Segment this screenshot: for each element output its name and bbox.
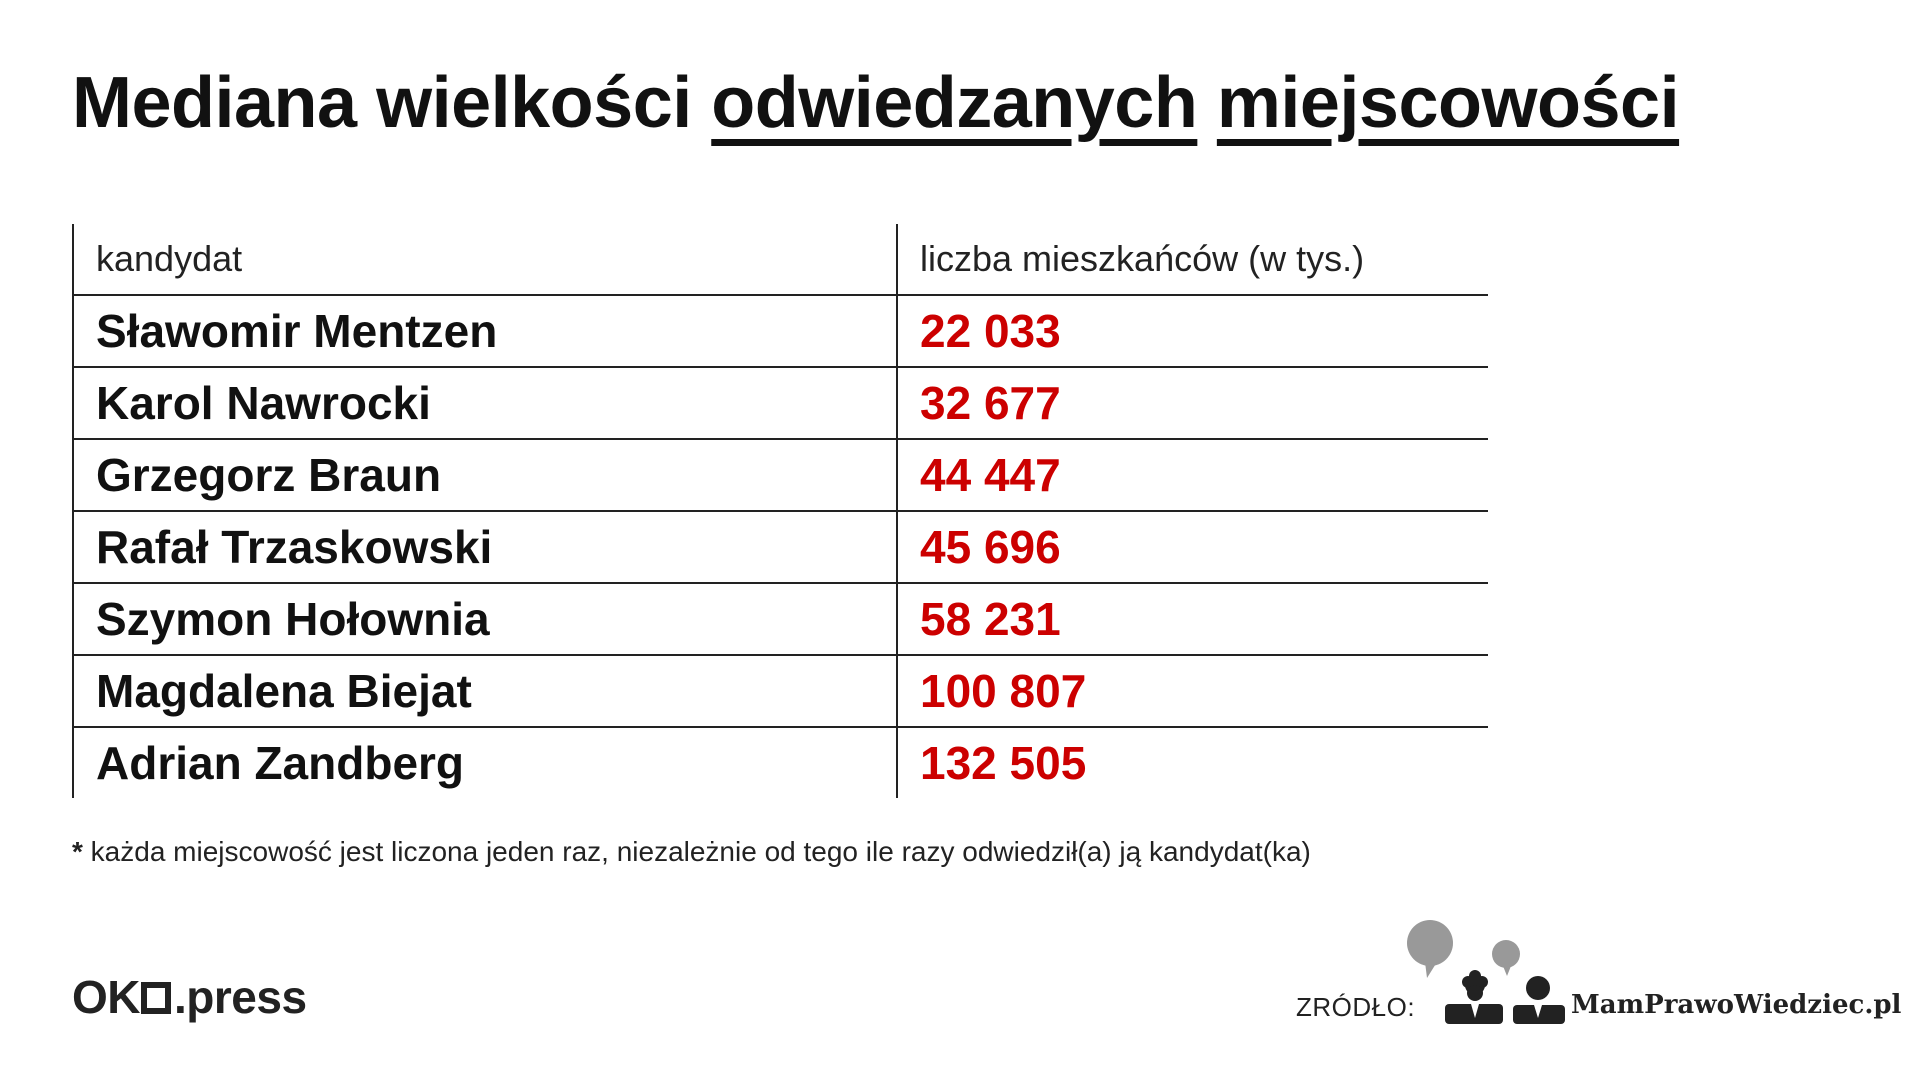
table-row: Szymon Hołownia 58 231 bbox=[72, 583, 1488, 656]
table-row: Grzegorz Braun 44 447 bbox=[72, 439, 1488, 512]
source-logo: MamPrawoWiedziec.pl bbox=[1405, 918, 1901, 1028]
population-value: 32 677 bbox=[897, 367, 1488, 440]
population-value: 45 696 bbox=[897, 511, 1488, 584]
title-part-2: odwiedzanych bbox=[711, 63, 1198, 143]
logo-text-left: OK bbox=[72, 971, 141, 1023]
population-value: 44 447 bbox=[897, 439, 1488, 512]
table-header-row: kandydat liczba mieszkańców (w tys.) bbox=[72, 224, 1488, 296]
table-row: Rafał Trzaskowski 45 696 bbox=[72, 511, 1488, 584]
logo-text-right: .press bbox=[174, 971, 307, 1023]
table-row: Magdalena Biejat 100 807 bbox=[72, 655, 1488, 728]
population-value: 100 807 bbox=[897, 655, 1488, 728]
footnote: * każda miejscowość jest liczona jeden r… bbox=[72, 836, 1311, 868]
logo-square-icon bbox=[141, 982, 171, 1014]
candidate-name: Adrian Zandberg bbox=[72, 727, 898, 798]
candidate-name: Rafał Trzaskowski bbox=[72, 511, 898, 584]
population-value: 132 505 bbox=[920, 737, 1087, 789]
title-part-4: miejscowości bbox=[1216, 63, 1680, 143]
source-brand-name: MamPrawoWiedziec.pl bbox=[1571, 990, 1902, 1020]
table-row: Karol Nawrocki 32 677 bbox=[72, 367, 1488, 440]
footnote-star: * bbox=[72, 836, 83, 867]
candidate-name: Magdalena Biejat bbox=[72, 655, 898, 728]
table-row: Sławomir Mentzen 22 033 bbox=[72, 295, 1488, 368]
column-header-candidate: kandydat bbox=[72, 224, 898, 296]
page-title: Mediana wielkości odwiedzanych miejscowo… bbox=[72, 62, 1680, 145]
source-label: ZRÓDŁO: bbox=[1296, 992, 1416, 1022]
data-table-container: kandydat liczba mieszkańców (w tys.) Sła… bbox=[72, 224, 1488, 798]
people-speech-bubbles-icon bbox=[1407, 920, 1565, 1024]
okopress-logo: OK .press bbox=[72, 970, 307, 1024]
population-value: 58 231 bbox=[897, 583, 1488, 656]
title-part-1: Mediana wielkości bbox=[72, 63, 712, 143]
candidate-name: Karol Nawrocki bbox=[72, 367, 898, 440]
candidate-name: Szymon Hołownia bbox=[72, 583, 898, 656]
footnote-text: każda miejscowość jest liczona jeden raz… bbox=[82, 836, 1311, 867]
title-part-3 bbox=[1197, 63, 1217, 143]
population-value: 22 033 bbox=[897, 295, 1488, 368]
candidate-name: Grzegorz Braun bbox=[72, 439, 898, 512]
data-table: kandydat liczba mieszkańców (w tys.) Sła… bbox=[72, 224, 1488, 798]
column-header-population: liczba mieszkańców (w tys.) bbox=[897, 224, 1488, 296]
candidate-name: Sławomir Mentzen bbox=[72, 295, 898, 368]
table-row: Adrian Zandberg 132 505 bbox=[72, 727, 1488, 798]
